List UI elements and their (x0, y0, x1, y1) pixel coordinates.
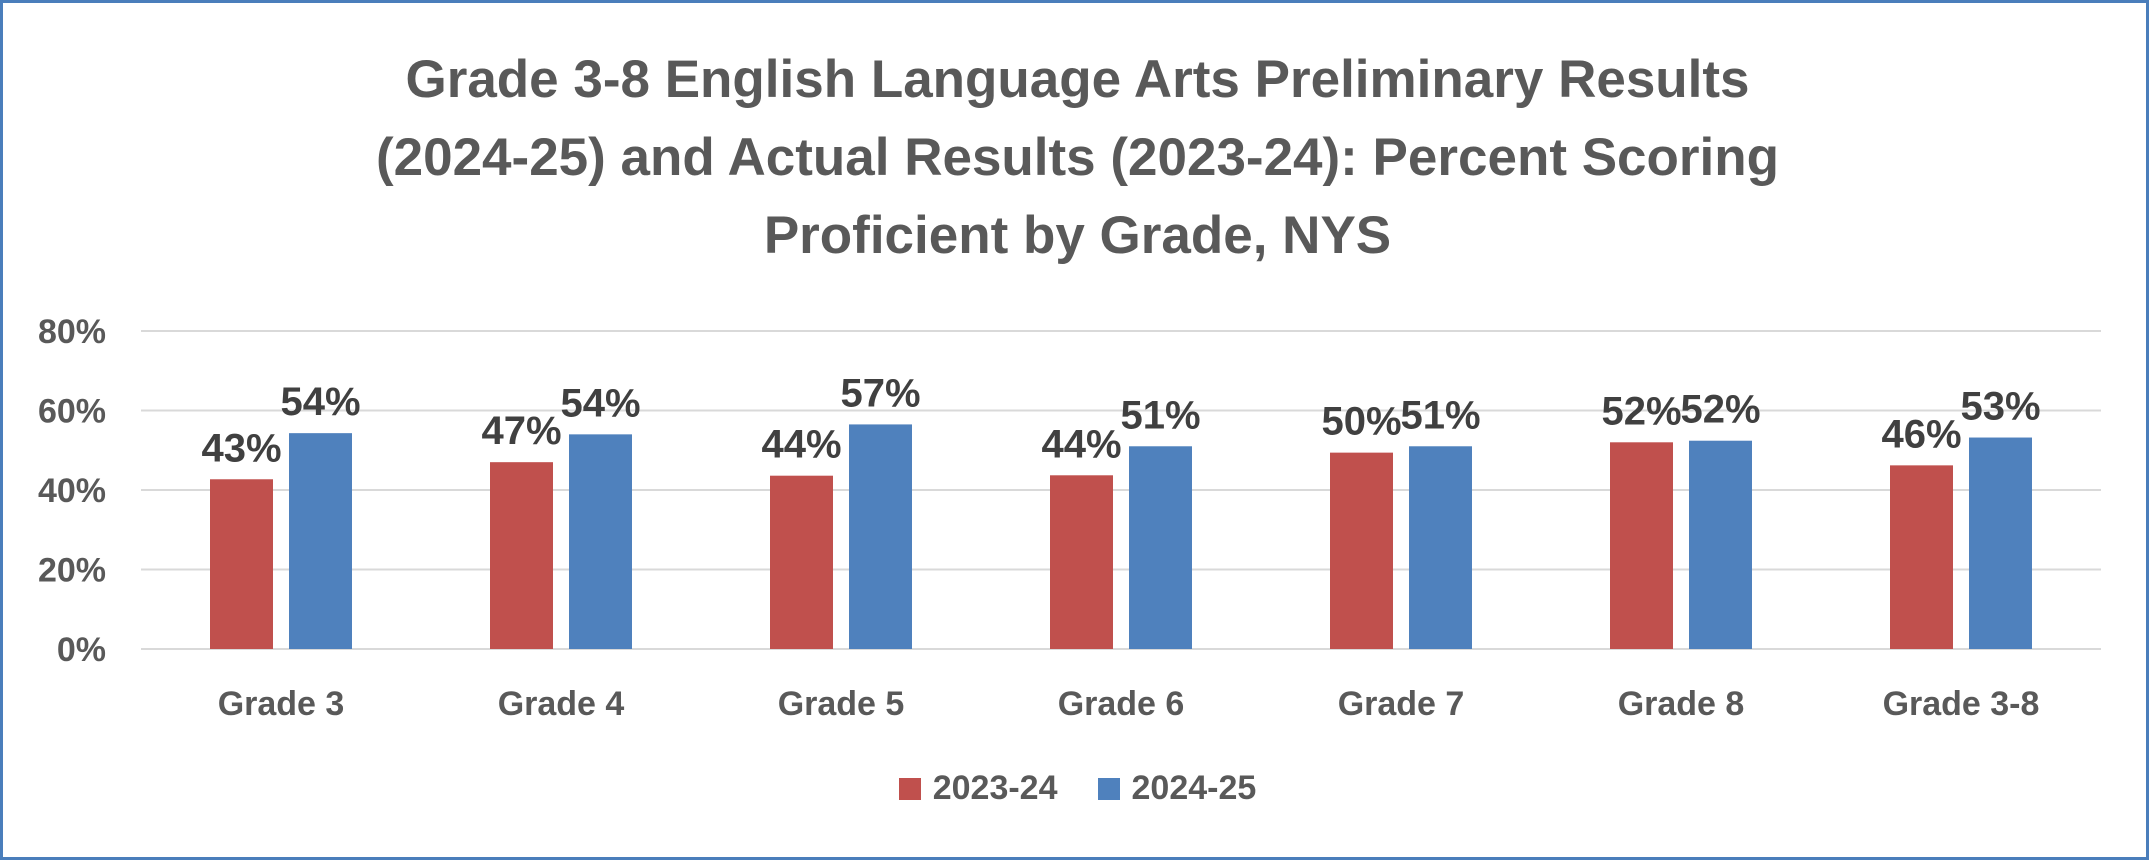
chart-title-line-1: Grade 3-8 English Language Arts Prelimin… (405, 50, 1750, 109)
data-label: 52% (1601, 389, 1681, 433)
data-label: 47% (481, 409, 561, 453)
legend-swatch-2023-24 (898, 777, 921, 800)
data-label: 46% (1881, 412, 1961, 456)
bar-2023-24-2 (490, 462, 553, 649)
legend-label-2023-24: 2023-24 (932, 769, 1058, 807)
x-tick-label: Grade 6 (1058, 685, 1185, 723)
data-label: 57% (840, 371, 920, 415)
bar-chart: 0%20%40%60%80%43%54%Grade 347%54%Grade 4… (38, 313, 2101, 723)
y-tick-label: 80% (38, 313, 106, 351)
data-label: 44% (1041, 422, 1121, 466)
bar-2024-25-7 (1969, 437, 2032, 649)
data-label: 54% (560, 381, 640, 425)
y-tick-label: 60% (38, 393, 106, 431)
x-tick-label: Grade 7 (1338, 685, 1465, 723)
legend-item-2023-24: 2023-24 (898, 769, 1058, 808)
bar-2023-24-4 (1050, 475, 1113, 649)
y-tick-label: 20% (38, 552, 106, 590)
bar-2024-25-3 (849, 424, 912, 649)
legend-item-2024-25: 2024-25 (1097, 769, 1257, 808)
legend: 2023-24 2024-25 (3, 769, 2149, 808)
bar-2024-25-4 (1129, 446, 1192, 649)
x-tick-label: Grade 8 (1618, 685, 1745, 723)
x-tick-label: Grade 3-8 (1883, 685, 2040, 723)
bar-2024-25-2 (569, 434, 632, 649)
chart-title-line-2: (2024-25) and Actual Results (2023-24): … (375, 128, 1780, 187)
x-tick-label: Grade 3 (218, 685, 345, 723)
bar-2023-24-7 (1890, 465, 1953, 649)
y-tick-label: 0% (57, 631, 106, 669)
bar-2023-24-3 (770, 475, 833, 649)
bar-2023-24-5 (1330, 452, 1393, 649)
bar-2024-25-6 (1689, 440, 1752, 649)
data-label: 44% (761, 423, 841, 467)
data-label: 52% (1680, 388, 1760, 432)
x-tick-label: Grade 5 (778, 685, 905, 723)
data-label: 51% (1400, 393, 1480, 437)
legend-swatch-2024-25 (1097, 777, 1120, 800)
data-label: 54% (280, 380, 360, 424)
bar-2023-24-6 (1610, 442, 1673, 649)
y-tick-label: 40% (38, 472, 106, 510)
data-label: 51% (1120, 393, 1200, 437)
data-label: 53% (1960, 385, 2040, 429)
bar-2023-24-1 (210, 479, 273, 649)
data-label: 50% (1321, 400, 1401, 444)
bar-2024-25-1 (289, 433, 352, 649)
legend-label-2024-25: 2024-25 (1131, 769, 1257, 807)
chart-title-line-3: Proficient by Grade, NYS (763, 206, 1392, 265)
chart-title: Grade 3-8 English Language Arts Prelimin… (3, 41, 2149, 275)
data-label: 43% (201, 426, 281, 470)
x-tick-label: Grade 4 (498, 685, 625, 723)
bar-2024-25-5 (1409, 446, 1472, 649)
